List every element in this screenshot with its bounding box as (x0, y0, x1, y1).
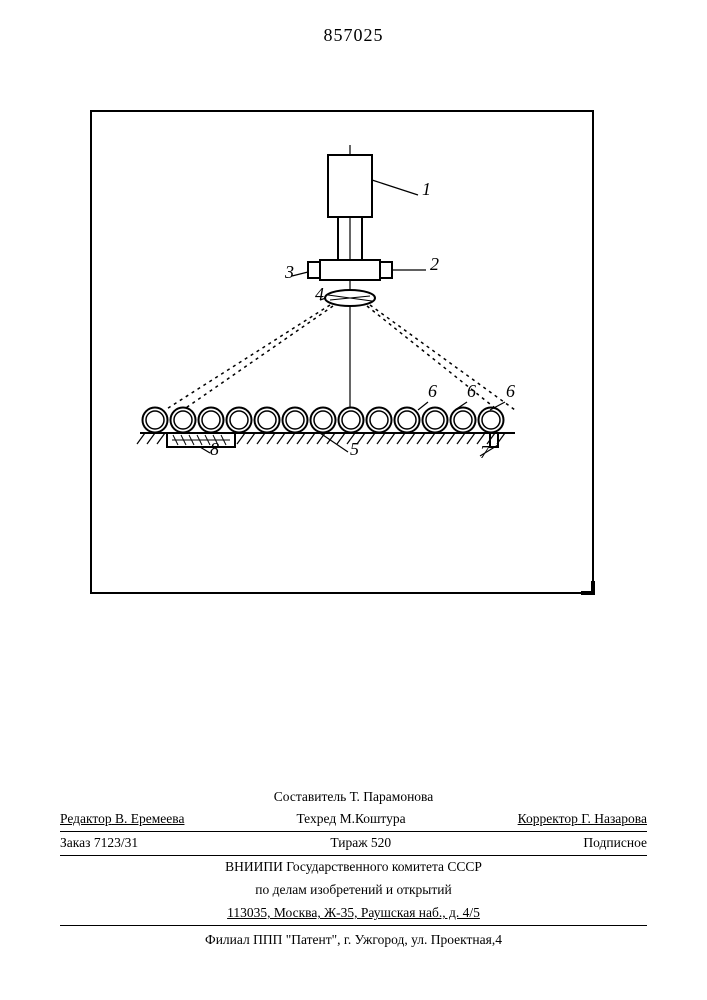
svg-text:6: 6 (506, 381, 515, 401)
svg-text:2: 2 (430, 254, 439, 274)
diagram-svg: 1 2 3 4 5 6 6 6 7 8 (60, 110, 620, 590)
techred: Техред М.Коштура (296, 809, 405, 830)
org-line2: по делам изобретений и открытий (60, 879, 647, 902)
tirazh: Тираж 520 (330, 833, 391, 854)
patent-figure: 1 2 3 4 5 6 6 6 7 8 (60, 110, 620, 590)
svg-text:7: 7 (480, 442, 490, 462)
svg-text:3: 3 (284, 262, 294, 282)
svg-text:6: 6 (428, 381, 437, 401)
address: 113035, Москва, Ж-35, Раушская наб., д. … (227, 903, 480, 924)
corrector: Корректор Г. Назарова (518, 809, 647, 830)
editor: Редактор В. Еремеева (60, 809, 184, 830)
compositor: Составитель Т. Парамонова (274, 787, 434, 808)
subscription: Подписное (583, 833, 647, 854)
branch: Филиал ППП "Патент", г. Ужгород, ул. Про… (60, 926, 647, 952)
patent-number: 857025 (0, 25, 707, 46)
svg-text:6: 6 (467, 381, 476, 401)
org-line1: ВНИИПИ Государственного комитета СССР (60, 856, 647, 879)
order: Заказ 7123/31 (60, 833, 138, 854)
footer-block: Составитель Т. Парамонова Редактор В. Ер… (60, 786, 647, 952)
svg-text:8: 8 (210, 439, 219, 459)
svg-text:1: 1 (422, 179, 431, 199)
svg-text:5: 5 (350, 439, 359, 459)
svg-text:4: 4 (315, 284, 324, 304)
